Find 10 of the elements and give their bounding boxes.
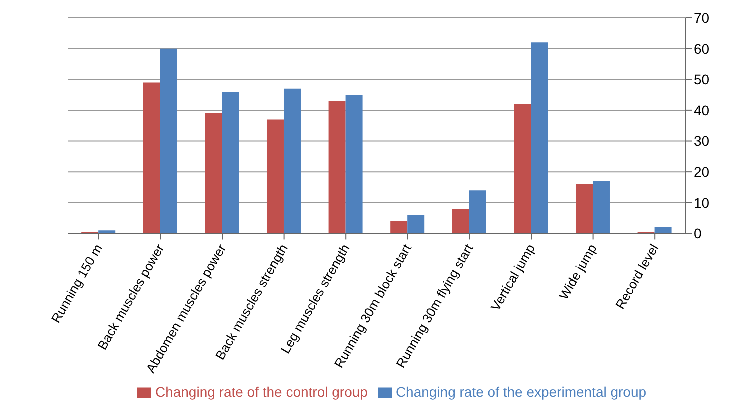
y-tick-label: 70 <box>694 10 710 26</box>
y-tick-label: 30 <box>694 133 710 150</box>
y-tick-label: 0 <box>694 226 702 242</box>
legend-label: Changing rate of the experimental group <box>396 384 647 400</box>
y-tick-label: 20 <box>694 164 710 180</box>
y-tick-label: 50 <box>694 72 710 88</box>
legend-label: Changing rate of the control group <box>155 384 368 400</box>
y-tick-label: 10 <box>694 194 710 211</box>
y-tick-label: 60 <box>694 40 710 57</box>
y-tick-label: 40 <box>694 102 710 118</box>
